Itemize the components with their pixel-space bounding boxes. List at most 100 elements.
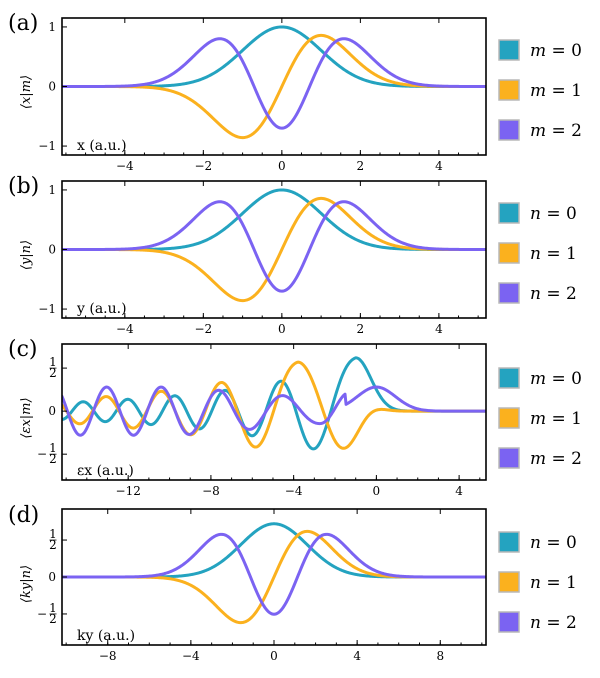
legend-c: m = 0 m = 1 m = 2 (498, 367, 582, 469)
svg-text:2: 2 (49, 452, 57, 466)
legend-label: m = 0 (530, 41, 582, 61)
x-tick-label: 0 (278, 159, 286, 173)
y-tick-label: 0 (48, 570, 56, 584)
legend-swatch (498, 202, 520, 224)
y-tick-label: 0 (48, 80, 56, 94)
legend-swatch (498, 531, 520, 553)
y-tick-label: −1 (38, 302, 56, 316)
x-tick-label: −4 (116, 159, 134, 173)
x-axis-label-d: ky (a.u.) (77, 628, 135, 644)
legend-swatch (498, 39, 520, 61)
x-tick-label: 2 (357, 159, 365, 173)
series-line-m1 (62, 360, 486, 450)
panel-label-c: (c) (8, 337, 38, 362)
y-tick-label: −12 (37, 601, 57, 626)
y-axis-label-a: ⟨x|m⟩ (19, 75, 34, 109)
panel-b: (b) ⟨y|n⟩ −4 −2 0 2 4−101 y (a.u.) n = 0n = … (8, 174, 577, 336)
x-axis-label-c: εx (a.u.) (77, 463, 134, 479)
y-tick-label: 1 (48, 183, 56, 197)
x-tick-label: −8 (202, 484, 220, 498)
legend-label: n = 0 (530, 533, 577, 553)
y-tick-label: −12 (37, 441, 57, 466)
x-tick-label: 0 (373, 484, 381, 498)
x-tick-label: −12 (116, 484, 141, 498)
svg-text:−: − (37, 447, 47, 461)
x-tick-label: −4 (285, 484, 303, 498)
panel-label-b: (b) (8, 174, 39, 199)
legend-swatch (498, 282, 520, 304)
y-tick-label: 12 (49, 355, 57, 380)
legend-swatch (498, 242, 520, 264)
series-line-n0 (62, 188, 486, 251)
x-tick-label: 4 (353, 649, 361, 663)
legend-label: m = 1 (530, 409, 582, 429)
series-line-n0 (62, 522, 486, 579)
x-tick-label: 0 (278, 322, 286, 336)
legend-swatch (498, 571, 520, 593)
legend-swatch (498, 407, 520, 429)
svg-text:−: − (37, 607, 47, 621)
svg-text:2: 2 (49, 612, 57, 626)
x-tick-label: 0 (270, 649, 278, 663)
y-axis-label-b: ⟨y|n⟩ (19, 240, 34, 270)
x-axis-label-b: y (a.u.) (76, 301, 127, 317)
legend-label: n = 1 (530, 244, 577, 264)
y-axis-label-d: ⟨ky|n⟩ (19, 565, 34, 603)
plot-area-a: −4 −2 0 2 4 −1 0 1 (38, 17, 487, 173)
legend-label: m = 2 (530, 121, 582, 141)
legend-label: m = 1 (530, 81, 582, 101)
legend-label: m = 0 (530, 369, 582, 389)
series-line-m0 (62, 356, 486, 451)
legend-swatch (498, 79, 520, 101)
svg-text:1: 1 (49, 355, 57, 369)
y-tick-label: −1 (38, 139, 56, 153)
legend-label: n = 0 (530, 204, 577, 224)
x-tick-label: −4 (116, 322, 134, 336)
legend-swatch (498, 447, 520, 469)
svg-text:1: 1 (49, 601, 57, 615)
x-tick-label: −4 (182, 649, 200, 663)
y-tick-label: 0 (48, 243, 56, 257)
legend-swatch (498, 367, 520, 389)
legend-label: m = 2 (530, 449, 582, 469)
x-tick-label: 4 (435, 159, 443, 173)
series-line-m2 (62, 37, 486, 130)
legend-d: n = 0 n = 1 n = 2 (498, 531, 577, 633)
legend-b: n = 0 n = 1 n = 2 (498, 202, 577, 304)
x-tick-label: −8 (99, 649, 117, 663)
legend-swatch (498, 611, 520, 633)
panel-label-a: (a) (8, 11, 38, 36)
x-tick-label: −2 (194, 159, 212, 173)
x-tick-label: 2 (357, 322, 365, 336)
y-tick-label: 0 (48, 404, 56, 418)
svg-text:2: 2 (49, 366, 57, 380)
x-tick-label: 4 (455, 484, 463, 498)
panel-a: (a) ⟨x|m⟩ −4 −2 0 2 4−101 x (a.u.) m = 0m = … (8, 11, 582, 173)
series-line-m0 (62, 25, 486, 88)
x-tick-label: 8 (436, 649, 444, 663)
svg-text:1: 1 (49, 527, 57, 541)
series-line-m2 (62, 385, 486, 437)
legend-a: m = 0 m = 1 m = 2 (498, 39, 582, 141)
y-tick-label: 12 (49, 527, 57, 552)
series-line-n2 (62, 200, 486, 293)
legend-label: n = 2 (530, 284, 577, 304)
legend-swatch (498, 119, 520, 141)
svg-text:1: 1 (49, 441, 57, 455)
y-tick-label: 1 (48, 20, 56, 34)
x-axis-label-a: x (a.u.) (77, 138, 127, 154)
legend-label: n = 1 (530, 573, 577, 593)
plot-area-b: −4 −2 0 2 4 −1 0 1 (38, 180, 487, 336)
y-axis-label-c: ⟨εx|m⟩ (19, 397, 34, 438)
svg-text:2: 2 (49, 538, 57, 552)
x-tick-label: 4 (435, 322, 443, 336)
x-tick-label: −2 (194, 322, 212, 336)
series-line-n2 (62, 532, 486, 616)
panel-label-d: (d) (8, 503, 39, 528)
axes-frame (61, 343, 487, 481)
